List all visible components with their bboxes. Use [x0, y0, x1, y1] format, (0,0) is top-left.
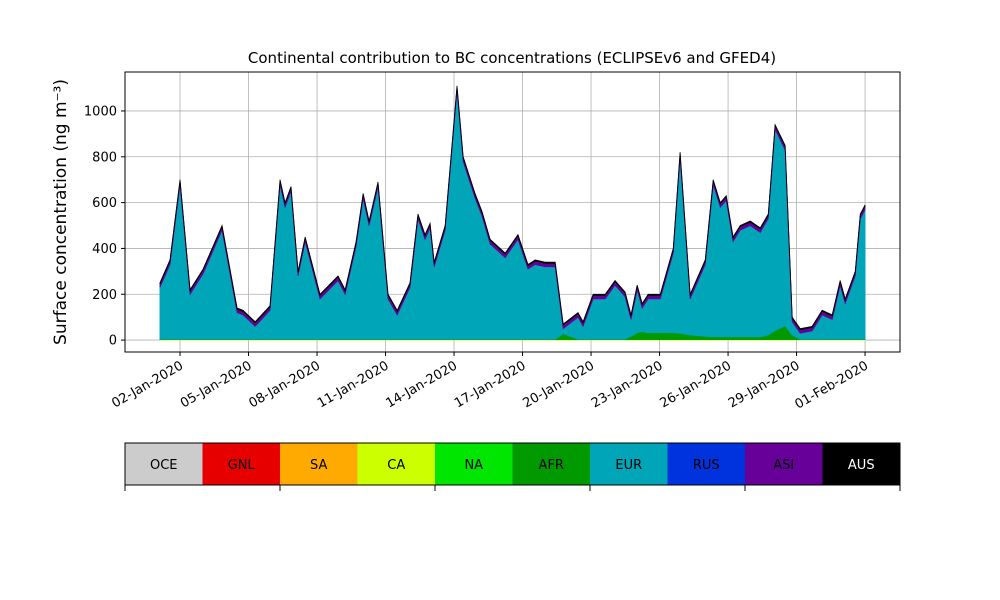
colorbar-cell [745, 443, 823, 485]
x-tick-label: 23-Jan-2020 [589, 358, 666, 411]
colorbar-label: ASI [773, 458, 794, 473]
y-tick-label: 400 [92, 242, 117, 257]
colorbar-label: RUS [693, 458, 720, 473]
plot-frame [124, 71, 901, 353]
x-tick-label: 20-Jan-2020 [520, 358, 597, 411]
colorbar-cell [512, 443, 590, 485]
y-tick-label: 200 [92, 288, 117, 303]
colorbar-frame [124, 442, 901, 486]
y-tick-label: 600 [92, 196, 117, 211]
colorbar-label: OCE [150, 458, 178, 473]
area [159, 90, 866, 340]
colorbar-label: AUS [848, 458, 875, 473]
chart-title: Continental contribution to BC concentra… [248, 49, 776, 67]
x-tick-label: 02-Jan-2020 [109, 358, 186, 411]
x-tick-label: 11-Jan-2020 [315, 358, 392, 411]
x-tick-label: 17-Jan-2020 [452, 358, 529, 411]
x-tick-label: 01-Feb-2020 [793, 358, 872, 412]
colorbar-label: GNL [228, 458, 256, 473]
x-tick-label: 14-Jan-2020 [383, 358, 460, 411]
colorbar-label: AFR [539, 458, 564, 473]
colorbar-label: EUR [615, 458, 642, 473]
colorbar-label: SA [310, 458, 327, 473]
colorbar-cell [280, 443, 358, 485]
x-tick-label: 26-Jan-2020 [657, 358, 734, 411]
colorbar-cell [590, 443, 668, 485]
y-tick-label: 800 [92, 150, 117, 165]
colorbar-cell [667, 443, 745, 485]
y-tick-label: 0 [109, 334, 117, 349]
x-tick-label: 08-Jan-2020 [246, 358, 323, 411]
colorbar-cell [822, 443, 900, 485]
y-axis-label: Surface concentration (ng m⁻³) [51, 79, 71, 345]
area [159, 85, 866, 331]
x-tick-label: 29-Jan-2020 [726, 358, 803, 411]
colorbar-label: CA [387, 458, 405, 473]
colorbar-cell [357, 443, 435, 485]
colorbar-cell [435, 443, 513, 485]
colorbar-cell [202, 443, 280, 485]
colorbar-label: NA [464, 458, 483, 473]
colorbar-cell [125, 443, 203, 485]
y-tick-label: 1000 [84, 104, 117, 119]
x-tick-label: 05-Jan-2020 [178, 358, 255, 411]
